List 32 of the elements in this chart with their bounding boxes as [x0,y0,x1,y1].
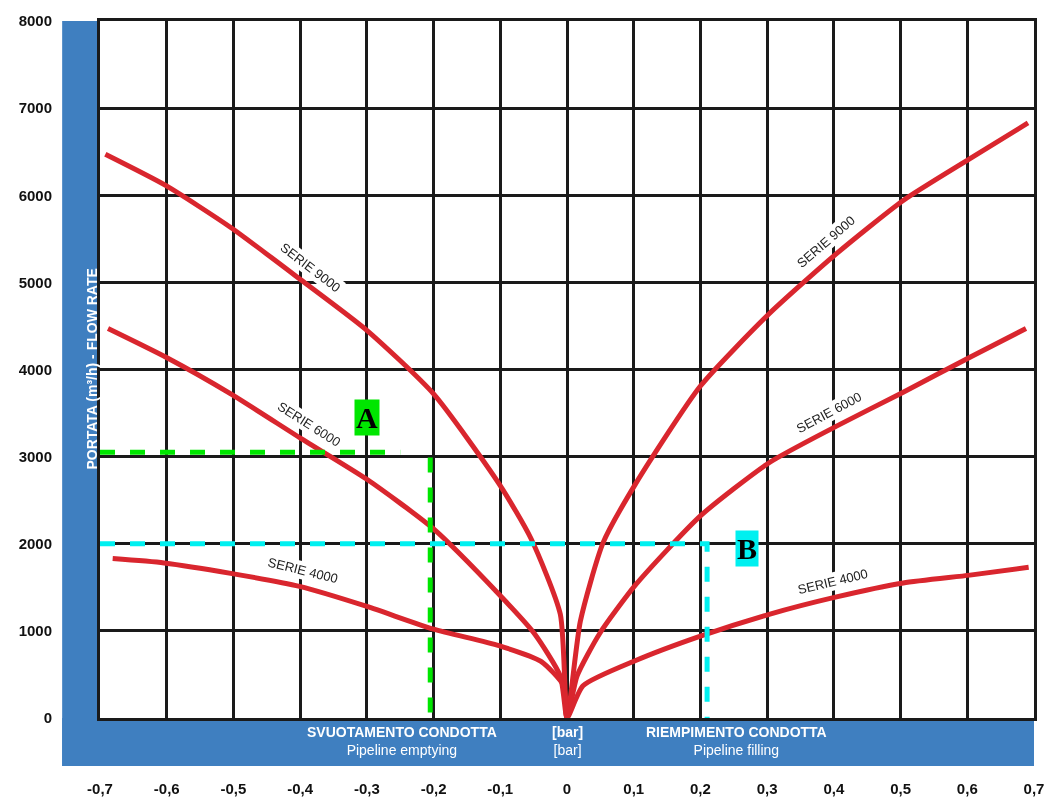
y-tick-label: 5000 [18,273,52,291]
y-tick-label: 8000 [18,12,52,30]
x-axis-title: [bar] [bar] [552,724,584,759]
y-tick-label: 3000 [18,447,52,465]
text: RIEMPIMENTO CONDOTTA Pipeline filling [646,724,827,759]
y-tick-label: 6000 [18,186,52,204]
y-tick-label: 2000 [18,535,52,552]
y-tick-label: 4000 [18,360,52,378]
x-tick-label: 0,1 [623,780,645,797]
x-tick-label: 0,3 [756,780,778,797]
x-tick-label: 0 [562,780,572,797]
text: SVUOTAMENTO CONDOTTA Pipeline emptying [307,724,497,759]
y-tick-label: 0 [43,709,52,727]
x-tick-label: 0,6 [956,780,978,797]
x-tick-label: -0,5 [220,780,247,797]
x-tick-label: 0,4 [823,780,845,797]
x-tick-label: -0,6 [153,780,180,797]
x-tick-label: 0,5 [890,780,911,797]
x-tick-label: -0,1 [487,780,514,797]
x-tick-label: 0,7 [1023,780,1045,797]
x-tick-label: -0,4 [287,780,314,797]
annotation: B [737,532,758,565]
x-tick-label: -0,7 [87,780,113,797]
y-tick-label: 1000 [18,622,52,640]
text: SERIE 4000 [796,565,870,598]
x-tick-label: -0,2 [420,780,447,797]
x-tick-label: 0,2 [690,780,711,797]
annotation: A [356,401,378,434]
y-tick-label: 7000 [18,99,52,117]
x-tick-label: -0,3 [353,780,380,797]
text: SERIE 4000 [266,554,340,587]
y-axis-title: PORTATA (m³/h) - FLOW RATE [83,268,100,470]
